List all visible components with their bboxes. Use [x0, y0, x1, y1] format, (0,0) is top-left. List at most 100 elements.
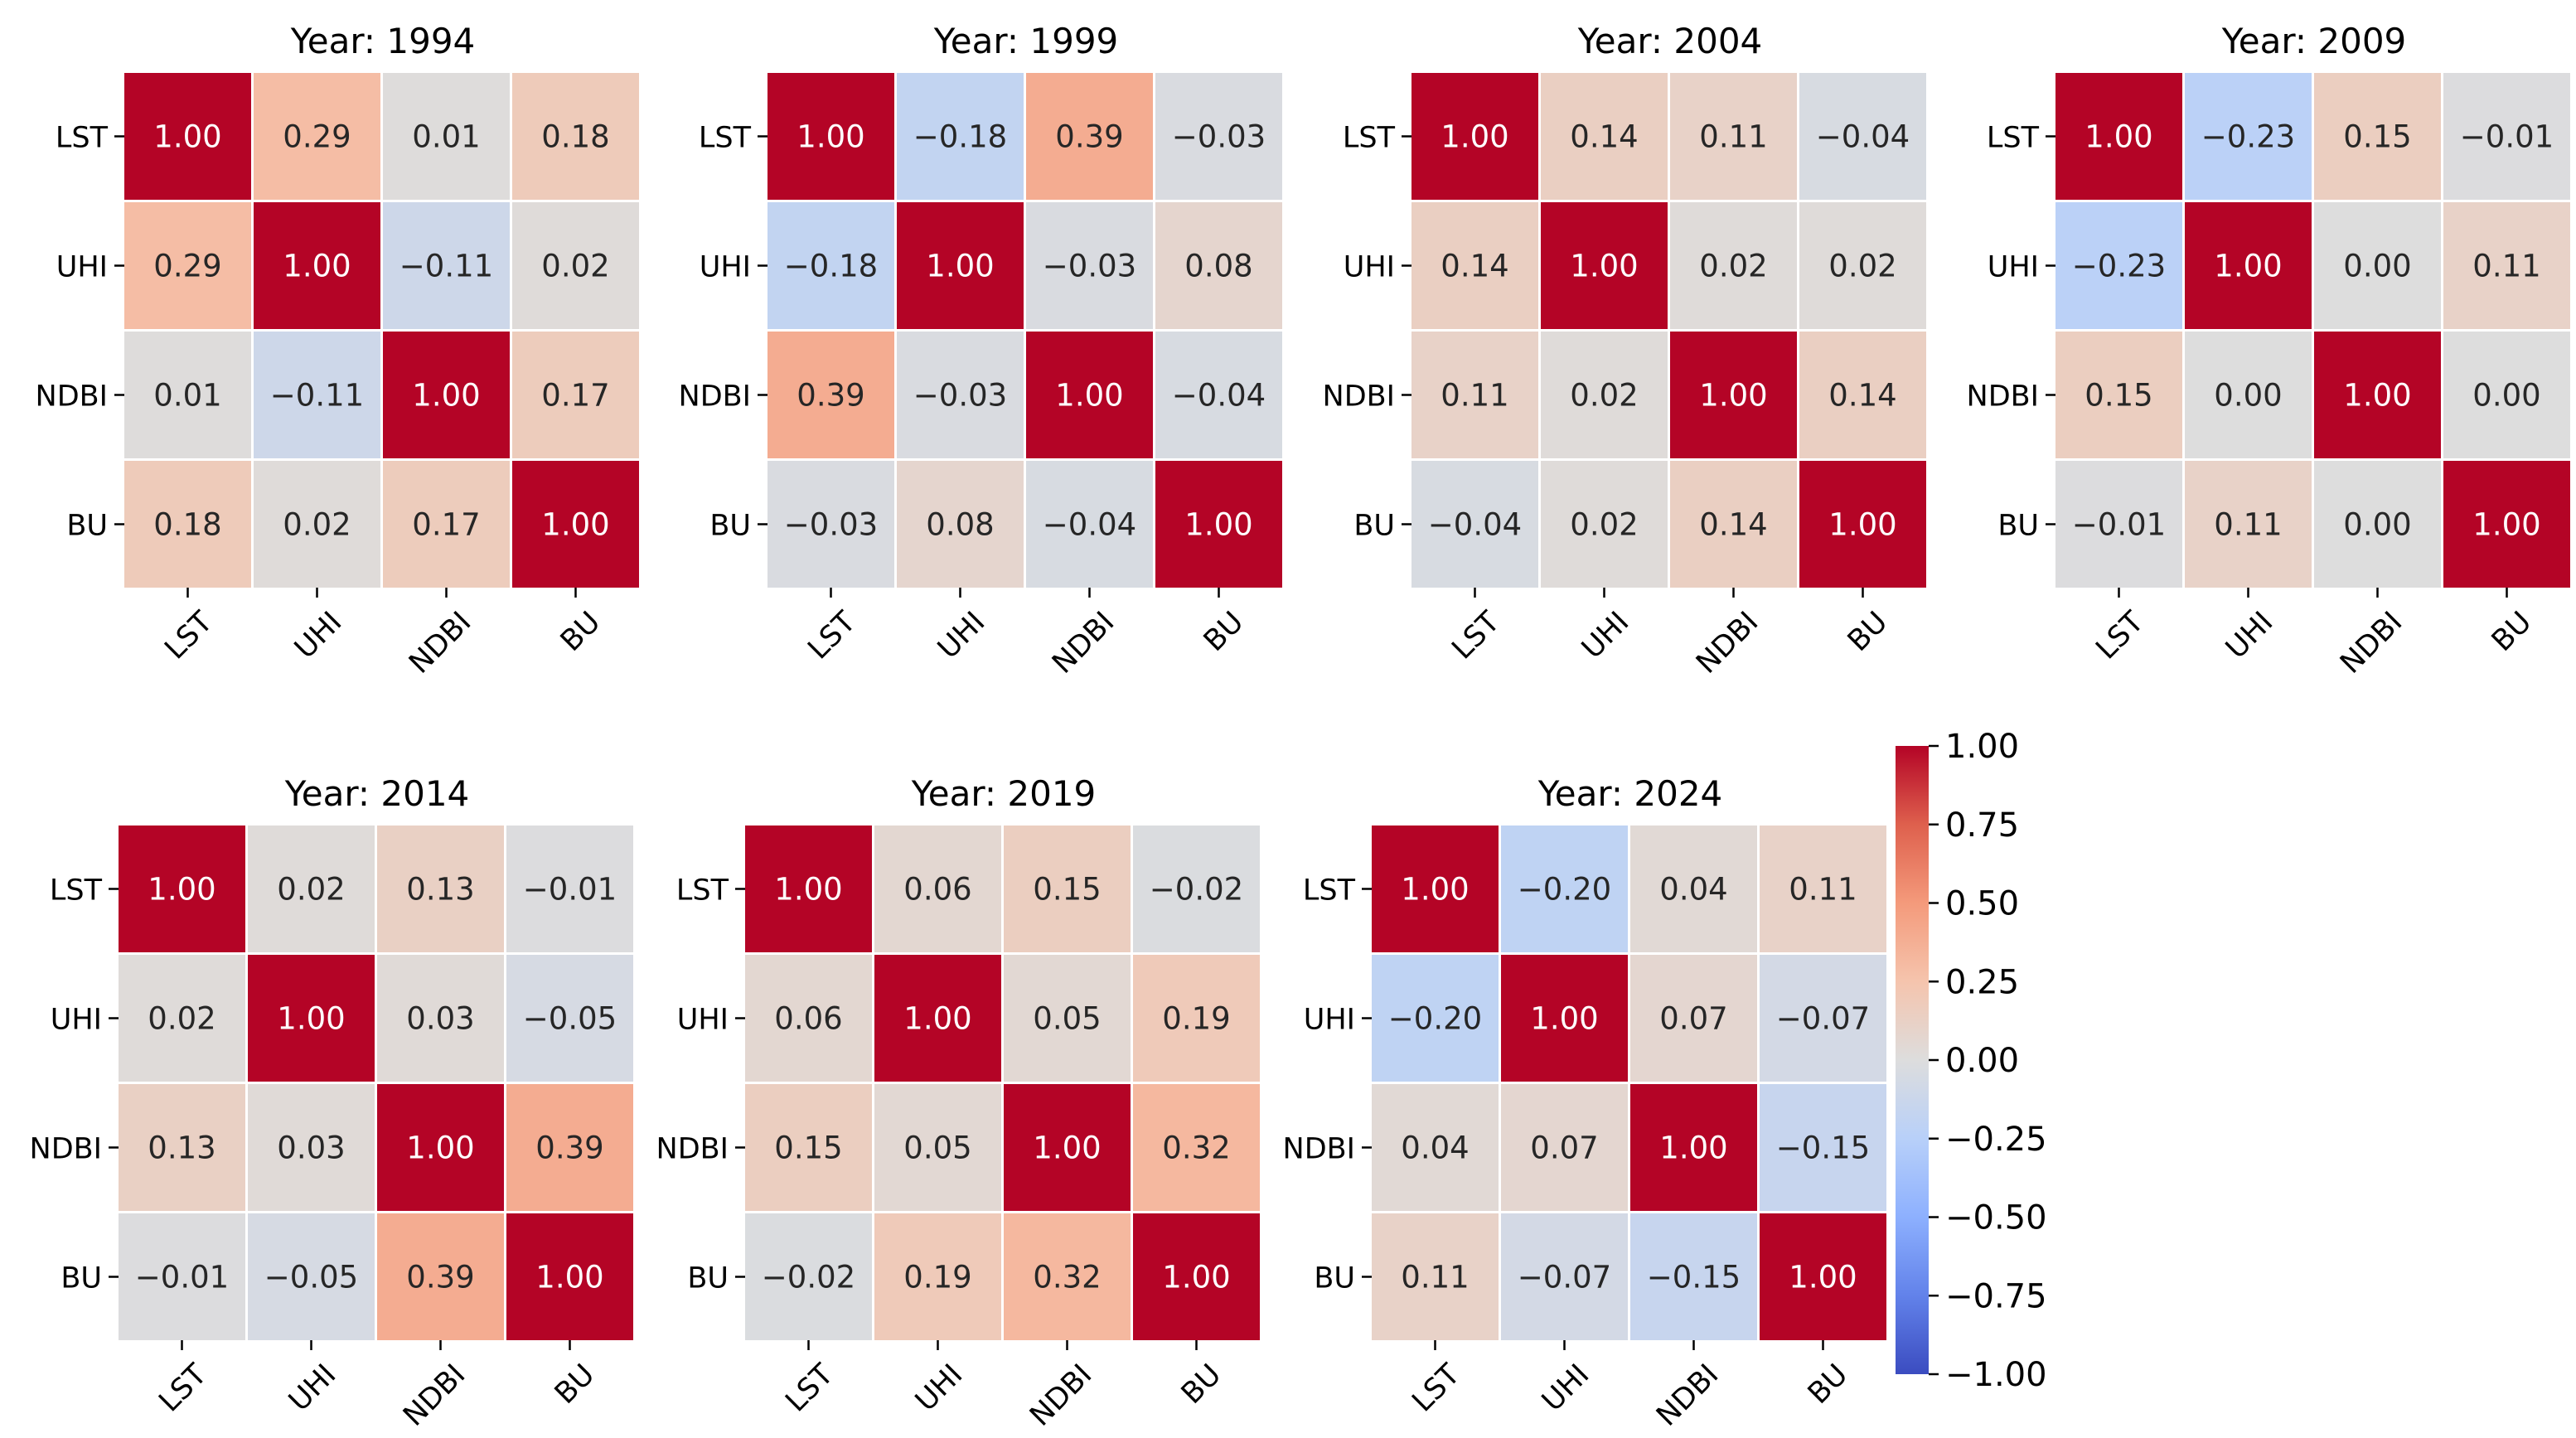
heatmap-cell-ndbi-uhi [874, 1084, 1001, 1211]
cell-value-label: 0.14 [1570, 119, 1638, 155]
cell-value-label: 0.06 [903, 872, 971, 908]
cell-value-label: 0.00 [2214, 378, 2282, 414]
cell-value-label: −0.23 [2201, 119, 2295, 155]
cell-value-label: −0.04 [1043, 507, 1136, 543]
heatmap-cell-lst-ndbi [1004, 826, 1131, 952]
cell-value-label: −0.04 [1172, 378, 1266, 414]
panel-title: Year: 1999 [933, 21, 1119, 61]
cell-value-label: 1.00 [277, 1001, 345, 1037]
heatmap-cell-uhi-bu [1133, 955, 1260, 1082]
heatmap-cell-ndbi-bu [506, 1084, 633, 1211]
heatmap-cell-bu-lst [119, 1213, 245, 1340]
cell-value-label: −0.15 [1647, 1260, 1741, 1295]
heatmap-panel-1: Year: 1999 1.00 −0.18 0.39 −0.03 −0.18 1.00 −0.… [679, 21, 1282, 680]
heatmap-cell-bu-ndbi [1026, 461, 1153, 588]
cell-value-label: 0.11 [1401, 1260, 1469, 1295]
cell-value-label: 0.00 [2472, 378, 2540, 414]
heatmap-panel-3: Year: 2009 1.00 −0.23 0.15 −0.01 −0.23 1.00 0.0… [1967, 21, 2570, 680]
cell-value-label: 0.08 [1184, 249, 1252, 284]
heatmap-cell-uhi-uhi [248, 955, 375, 1082]
heatmap-cell-bu-bu [1155, 461, 1282, 588]
cell-value-label: 0.04 [1659, 872, 1727, 908]
x-tick-label-lst: LST [1445, 605, 1506, 666]
y-tick-label-lst: LST [699, 122, 752, 155]
cell-value-label: −0.20 [1518, 872, 1611, 908]
heatmap-panel-6: Year: 2024 1.00 −0.20 0.04 0.11 −0.20 1.00 0.07… [1283, 773, 1886, 1433]
colorbar-gradient [1896, 746, 1929, 1374]
cell-value-label: 0.11 [2214, 507, 2282, 543]
cell-value-label: 0.32 [1162, 1131, 1230, 1166]
cell-value-label: 0.00 [2343, 249, 2411, 284]
cell-value-label: 0.15 [1033, 872, 1101, 908]
x-tick-label-uhi: UHI [932, 606, 991, 666]
y-tick-label-ndbi: NDBI [30, 1133, 102, 1166]
cell-value-label: 1.00 [283, 249, 351, 284]
cell-value-label: 0.04 [1401, 1131, 1469, 1166]
heatmap-cell-lst-lst [119, 826, 245, 952]
cell-value-label: 1.00 [926, 249, 994, 284]
heatmap-cell-bu-lst [1372, 1213, 1499, 1340]
heatmap-panel-5: Year: 2019 1.00 0.06 0.15 −0.02 0.06 1.00 0.05 0… [656, 773, 1260, 1433]
x-tick-label-lst: LST [158, 605, 219, 666]
cell-value-label: 0.39 [535, 1131, 603, 1166]
cell-value-label: −0.01 [2460, 119, 2554, 155]
heatmap-cell-bu-uhi [897, 461, 1024, 588]
y-tick-label-bu: BU [61, 1262, 102, 1295]
colorbar: 1.00 0.75 0.50 0.25 0.00 −0.25 −0.50 −0.75 −1.00 [1896, 728, 2047, 1394]
heatmap-panel-4: Year: 2014 1.00 0.02 0.13 −0.01 0.02 1.00 0.03 −… [30, 773, 633, 1433]
heatmap-cell-ndbi-ndbi [1630, 1084, 1757, 1211]
x-tick-label-ndbi: NDBI [1690, 606, 1765, 680]
heatmap-cell-ndbi-lst [1372, 1084, 1499, 1211]
cell-value-label: 0.15 [2343, 119, 2411, 155]
cell-value-label: 1.00 [1659, 1131, 1727, 1166]
cell-value-label: 1.00 [1441, 119, 1508, 155]
heatmap-cell-ndbi-lst [124, 332, 251, 458]
heatmap-cell-lst-ndbi [1026, 73, 1153, 200]
cell-value-label: −0.15 [1776, 1131, 1870, 1166]
y-tick-label-ndbi: NDBI [36, 380, 108, 414]
heatmap-cell-uhi-lst [119, 955, 245, 1082]
heatmap-cell-uhi-uhi [254, 202, 380, 329]
cell-value-label: −0.03 [784, 507, 878, 543]
cell-value-label: 0.02 [148, 1001, 215, 1037]
heatmap-cell-lst-bu [1760, 826, 1886, 952]
heatmap-cell-uhi-bu [2443, 202, 2570, 329]
heatmap-cell-ndbi-ndbi [2314, 332, 2441, 458]
heatmap-cell-bu-bu [512, 461, 639, 588]
x-tick-label-bu: BU [2486, 606, 2538, 658]
cell-value-label: −0.11 [399, 249, 493, 284]
cell-value-label: −0.07 [1776, 1001, 1870, 1037]
colorbar-tick-label: 0.75 [1945, 806, 2019, 845]
cell-value-label: 0.05 [903, 1131, 971, 1166]
heatmap-cell-lst-ndbi [1630, 826, 1757, 952]
cell-value-label: 0.18 [541, 119, 609, 155]
heatmap-cell-ndbi-bu [2443, 332, 2570, 458]
x-tick-label-ndbi: NDBI [1024, 1358, 1098, 1433]
cell-value-label: 0.05 [1033, 1001, 1101, 1037]
cell-value-label: −0.02 [1150, 872, 1243, 908]
colorbar-tick-label: 0.25 [1945, 963, 2019, 1001]
heatmap-cell-uhi-ndbi [1026, 202, 1153, 329]
x-tick-label-lst: LST [153, 1358, 213, 1418]
colorbar-tick-label: 0.50 [1945, 885, 2019, 923]
cell-value-label: 0.06 [774, 1001, 842, 1037]
y-tick-label-bu: BU [1314, 1262, 1355, 1295]
heatmap-cell-uhi-bu [506, 955, 633, 1082]
heatmap-cell-uhi-bu [1155, 202, 1282, 329]
cell-value-label: 1.00 [903, 1001, 971, 1037]
cell-value-label: 0.19 [1162, 1001, 1230, 1037]
heatmap-cell-bu-ndbi [383, 461, 510, 588]
heatmap-cell-ndbi-uhi [254, 332, 380, 458]
heatmap-cell-ndbi-bu [1133, 1084, 1260, 1211]
heatmap-cell-ndbi-ndbi [1026, 332, 1153, 458]
heatmap-cell-bu-lst [2055, 461, 2182, 588]
cell-value-label: 1.00 [1530, 1001, 1598, 1037]
y-tick-label-lst: LST [1303, 874, 1356, 908]
cell-value-label: 1.00 [148, 872, 215, 908]
heatmap-cell-bu-uhi [2185, 461, 2312, 588]
heatmap-cell-lst-bu [1133, 826, 1260, 952]
y-tick-label-uhi: UHI [700, 251, 751, 284]
heatmap-cell-uhi-lst [2055, 202, 2182, 329]
heatmap-cell-bu-bu [1760, 1213, 1886, 1340]
heatmap-cell-bu-bu [2443, 461, 2570, 588]
